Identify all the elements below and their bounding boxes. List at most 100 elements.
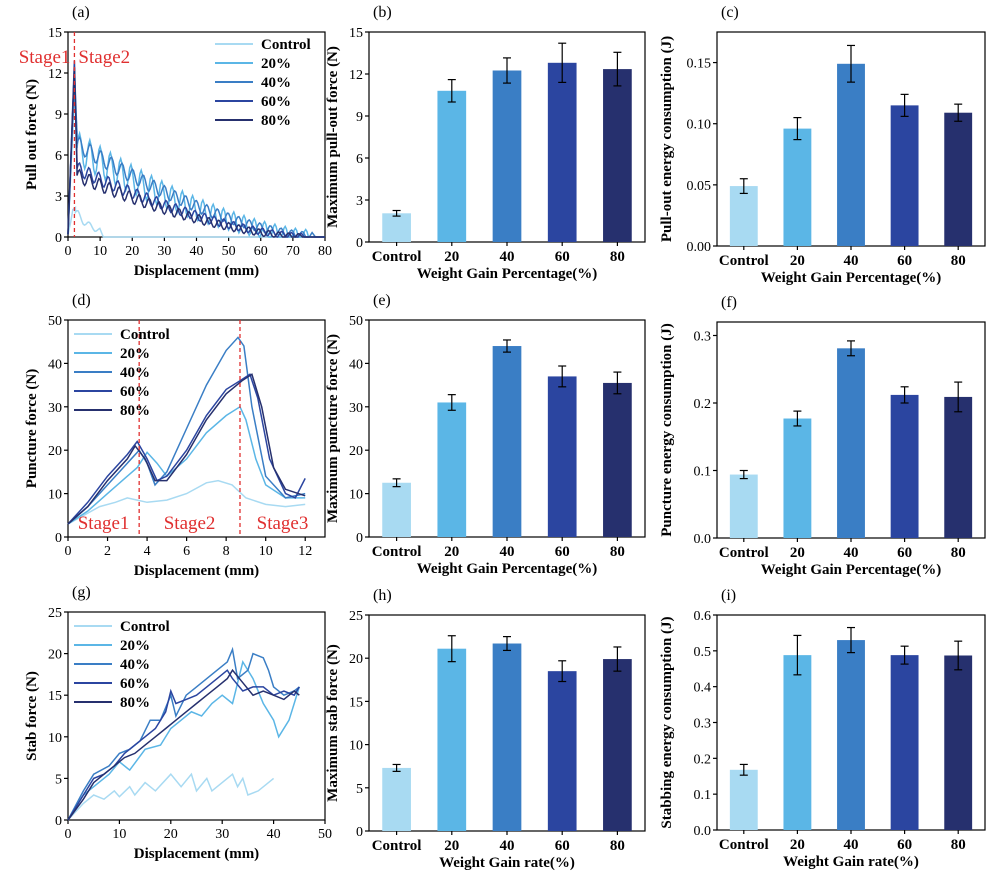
legend-entry: 40% [120, 365, 150, 381]
category-label: 40 [844, 545, 859, 561]
bar-60 [890, 105, 919, 246]
legend: Control 20% 40% 60% 80% [74, 619, 170, 711]
category-label: 80 [610, 544, 625, 560]
stage-label: Stage3 [257, 513, 309, 534]
category-label: 40 [844, 837, 859, 853]
panel-d: 0 10 20 30 40 50 0 2 4 6 8 10 12 Displacement (mm) Pun… [24, 292, 326, 579]
bar-60 [547, 671, 577, 831]
x-axis-label: Weight Gain Percentage(%) [417, 266, 598, 282]
legend-entry: 60% [261, 94, 291, 110]
x-axis-label: Weight Gain Percentage(%) [417, 561, 598, 577]
x-tick-label: 8 [223, 544, 230, 559]
y-axis-label: Maximum stab force (N) [325, 644, 341, 802]
y-tick-label: 20 [349, 652, 363, 667]
x-tick-label: 0 [65, 244, 72, 259]
x-tick-label: 40 [267, 827, 281, 842]
series-line-60% [67, 373, 306, 525]
category-label: Control [372, 544, 422, 560]
category-label: Control [372, 249, 422, 265]
y-tick-label: 25 [48, 606, 62, 621]
y-axis-label: Stabbing energy consumption (J) [659, 616, 675, 828]
y-tick-label: 3 [356, 194, 363, 209]
y-tick-label: 0.00 [687, 240, 712, 255]
legend-entry: 40% [261, 75, 291, 91]
category-label: 80 [610, 838, 625, 854]
legend-entry: 20% [120, 346, 150, 362]
legend-entry: 20% [120, 638, 150, 654]
stage-label: Stage1 [19, 47, 71, 68]
category-label: 40 [500, 249, 515, 265]
panel-label: (e) [373, 292, 391, 309]
plot-frame [67, 319, 326, 538]
x-axis-label: Weight Gain Percentage(%) [761, 562, 942, 578]
x-tick-label: 4 [144, 544, 151, 559]
panel-label: (c) [721, 4, 739, 21]
x-tick-label: 0 [65, 827, 72, 842]
bar-80 [603, 659, 632, 831]
bar-Control [729, 474, 758, 538]
y-tick-label: 3 [55, 190, 62, 205]
bar-80 [603, 382, 632, 537]
y-tick-label: 0 [55, 231, 62, 246]
y-tick-label: 0 [356, 236, 363, 251]
y-axis-label: Stab force (N) [24, 671, 40, 761]
y-tick-label: 0.2 [694, 397, 712, 412]
x-axis-label: Weight Gain Percentage(%) [761, 270, 942, 286]
y-tick-label: 0.1 [694, 465, 712, 480]
x-tick-label: 50 [318, 827, 332, 842]
panel-g: 0 5 10 15 20 25 0 10 20 30 40 50 Displacement (mm) St… [24, 584, 332, 862]
y-tick-label: 50 [48, 314, 62, 329]
category-label: 60 [555, 838, 570, 854]
category-label: 80 [951, 253, 966, 269]
panel-label: (i) [721, 587, 736, 604]
x-axis-label: Weight Gain rate(%) [783, 854, 919, 870]
y-tick-label: 40 [349, 357, 363, 372]
y-axis-label: Puncture energy consumption (J) [659, 323, 675, 536]
x-tick-label: 2 [104, 544, 111, 559]
bar-40 [837, 63, 865, 247]
y-tick-label: 9 [356, 110, 363, 125]
stage-label: Stage1 [78, 513, 130, 534]
bar-20 [437, 402, 467, 537]
x-axis-label: Weight Gain rate(%) [439, 855, 575, 871]
legend-entry: 80% [120, 695, 150, 711]
category-label: 80 [610, 249, 625, 265]
y-tick-label: 30 [48, 401, 62, 416]
panel-label: (d) [72, 292, 91, 309]
x-tick-label: 6 [183, 544, 190, 559]
x-tick-label: 20 [125, 244, 139, 259]
legend-entry: 60% [120, 676, 150, 692]
bar-40 [837, 348, 865, 538]
legend-entry: 40% [120, 657, 150, 673]
y-tick-label: 0.3 [694, 717, 712, 732]
bar-Control [382, 482, 411, 537]
stage-label: Stage2 [78, 47, 130, 68]
y-tick-label: 0.3 [694, 330, 712, 345]
x-tick-label: 10 [93, 244, 107, 259]
x-tick-label: 0 [65, 544, 72, 559]
category-label: 40 [500, 838, 515, 854]
legend: Control 20% 40% 60% 80% [215, 37, 311, 129]
series-line-60% [67, 669, 300, 821]
y-tick-label: 12 [48, 67, 62, 82]
x-axis-label: Displacement (mm) [134, 263, 259, 279]
legend-entry: 80% [120, 403, 150, 419]
series-line-Control [67, 479, 306, 525]
panel-f: 0.0 0.1 0.2 0.3 Weight Gain Percentage(%) Pun… [659, 294, 986, 578]
y-tick-label: 12 [349, 68, 363, 83]
x-tick-label: 80 [318, 244, 332, 259]
x-tick-label: 30 [157, 244, 171, 259]
y-axis-label: Maximum pull-out force (N) [325, 46, 341, 228]
category-label: 20 [790, 253, 805, 269]
y-tick-label: 0.15 [687, 57, 712, 72]
bar-20 [437, 648, 467, 831]
y-tick-label: 10 [349, 488, 363, 503]
category-label: 80 [951, 545, 966, 561]
bar-80 [944, 396, 973, 538]
stage-label: Stage2 [164, 513, 216, 534]
bar-20 [437, 90, 467, 242]
plot-frame [67, 611, 326, 821]
y-axis-label: Puncture force (N) [24, 369, 40, 488]
series-line-80% [67, 373, 306, 525]
